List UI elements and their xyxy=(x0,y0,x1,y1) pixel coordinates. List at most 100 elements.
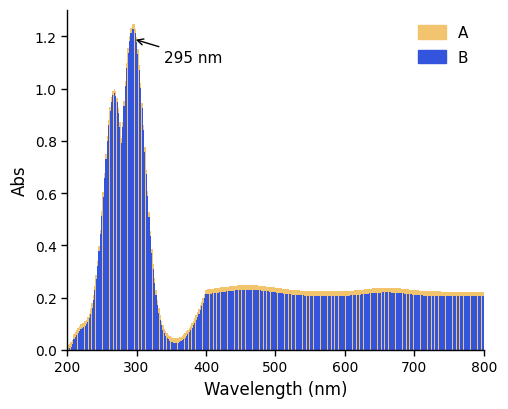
Bar xyxy=(288,294,289,350)
Bar xyxy=(354,291,355,350)
Bar xyxy=(473,292,475,350)
Bar xyxy=(357,290,358,350)
Bar xyxy=(466,292,468,350)
Bar xyxy=(482,297,483,350)
Bar xyxy=(143,126,144,350)
Bar xyxy=(261,291,262,350)
Bar xyxy=(340,296,341,350)
Bar xyxy=(222,288,224,350)
Bar xyxy=(239,290,240,350)
Bar xyxy=(398,289,400,350)
Bar xyxy=(240,290,241,350)
Bar xyxy=(385,293,386,350)
Bar xyxy=(387,293,389,350)
Bar xyxy=(451,297,452,350)
Bar xyxy=(286,294,287,350)
Bar xyxy=(470,297,472,350)
Bar xyxy=(472,297,473,350)
Bar xyxy=(474,292,476,350)
Bar xyxy=(479,297,480,350)
Bar xyxy=(284,294,285,350)
Bar xyxy=(100,230,101,350)
Bar xyxy=(382,293,383,350)
Bar xyxy=(229,287,230,350)
Bar xyxy=(184,333,186,350)
Bar xyxy=(397,288,398,350)
Bar xyxy=(226,287,228,350)
Bar xyxy=(298,291,300,350)
Bar xyxy=(284,289,286,350)
Bar xyxy=(336,292,337,350)
Bar xyxy=(207,294,208,350)
Bar xyxy=(291,290,293,350)
Bar xyxy=(140,89,141,350)
Bar xyxy=(355,290,357,350)
Bar xyxy=(72,340,73,350)
Bar xyxy=(415,290,417,350)
Bar xyxy=(262,286,264,350)
Bar xyxy=(71,342,72,350)
Bar xyxy=(241,290,243,350)
Bar xyxy=(251,290,252,350)
Bar xyxy=(189,333,190,350)
Bar xyxy=(186,332,187,350)
Bar xyxy=(249,285,251,350)
Bar xyxy=(301,291,303,350)
Bar xyxy=(436,292,437,350)
Bar xyxy=(178,343,179,350)
Bar xyxy=(280,293,281,350)
Bar xyxy=(426,296,427,350)
Bar xyxy=(91,303,93,350)
Bar xyxy=(233,286,235,350)
Bar xyxy=(82,328,83,350)
Bar xyxy=(186,336,187,350)
Bar xyxy=(362,290,364,350)
Bar xyxy=(457,297,458,350)
Bar xyxy=(155,295,156,350)
Bar xyxy=(308,291,309,350)
Bar xyxy=(74,339,75,350)
Bar xyxy=(264,291,265,350)
Bar xyxy=(444,297,446,350)
Bar xyxy=(447,292,449,350)
Bar xyxy=(97,266,98,350)
Bar xyxy=(201,307,202,350)
Bar xyxy=(132,29,133,350)
Bar xyxy=(69,348,71,350)
Bar xyxy=(323,292,325,350)
Bar xyxy=(478,292,479,350)
Bar xyxy=(123,102,125,350)
Bar xyxy=(169,336,171,350)
Bar xyxy=(303,296,304,350)
Bar xyxy=(103,198,104,350)
Bar xyxy=(219,288,220,350)
Bar xyxy=(482,292,483,350)
Bar xyxy=(87,317,89,350)
Bar xyxy=(453,297,454,350)
Bar xyxy=(370,289,372,350)
Bar xyxy=(88,314,90,350)
Bar xyxy=(276,288,277,350)
Bar xyxy=(280,289,282,350)
Bar xyxy=(165,331,167,350)
Bar xyxy=(437,292,438,350)
Bar xyxy=(316,292,318,350)
Bar xyxy=(407,294,408,350)
Bar xyxy=(104,173,105,350)
Bar xyxy=(422,291,423,350)
Bar xyxy=(451,292,453,350)
Bar xyxy=(239,285,240,350)
Bar xyxy=(313,292,315,350)
Bar xyxy=(330,292,332,350)
Bar xyxy=(479,292,480,350)
Bar xyxy=(269,287,271,350)
Bar xyxy=(79,331,80,350)
Bar xyxy=(265,287,266,350)
Bar xyxy=(348,296,350,350)
Bar xyxy=(87,322,88,350)
Bar xyxy=(228,292,229,350)
Bar xyxy=(376,293,377,350)
Bar xyxy=(422,296,423,350)
Bar xyxy=(164,329,165,350)
Bar xyxy=(283,294,284,350)
